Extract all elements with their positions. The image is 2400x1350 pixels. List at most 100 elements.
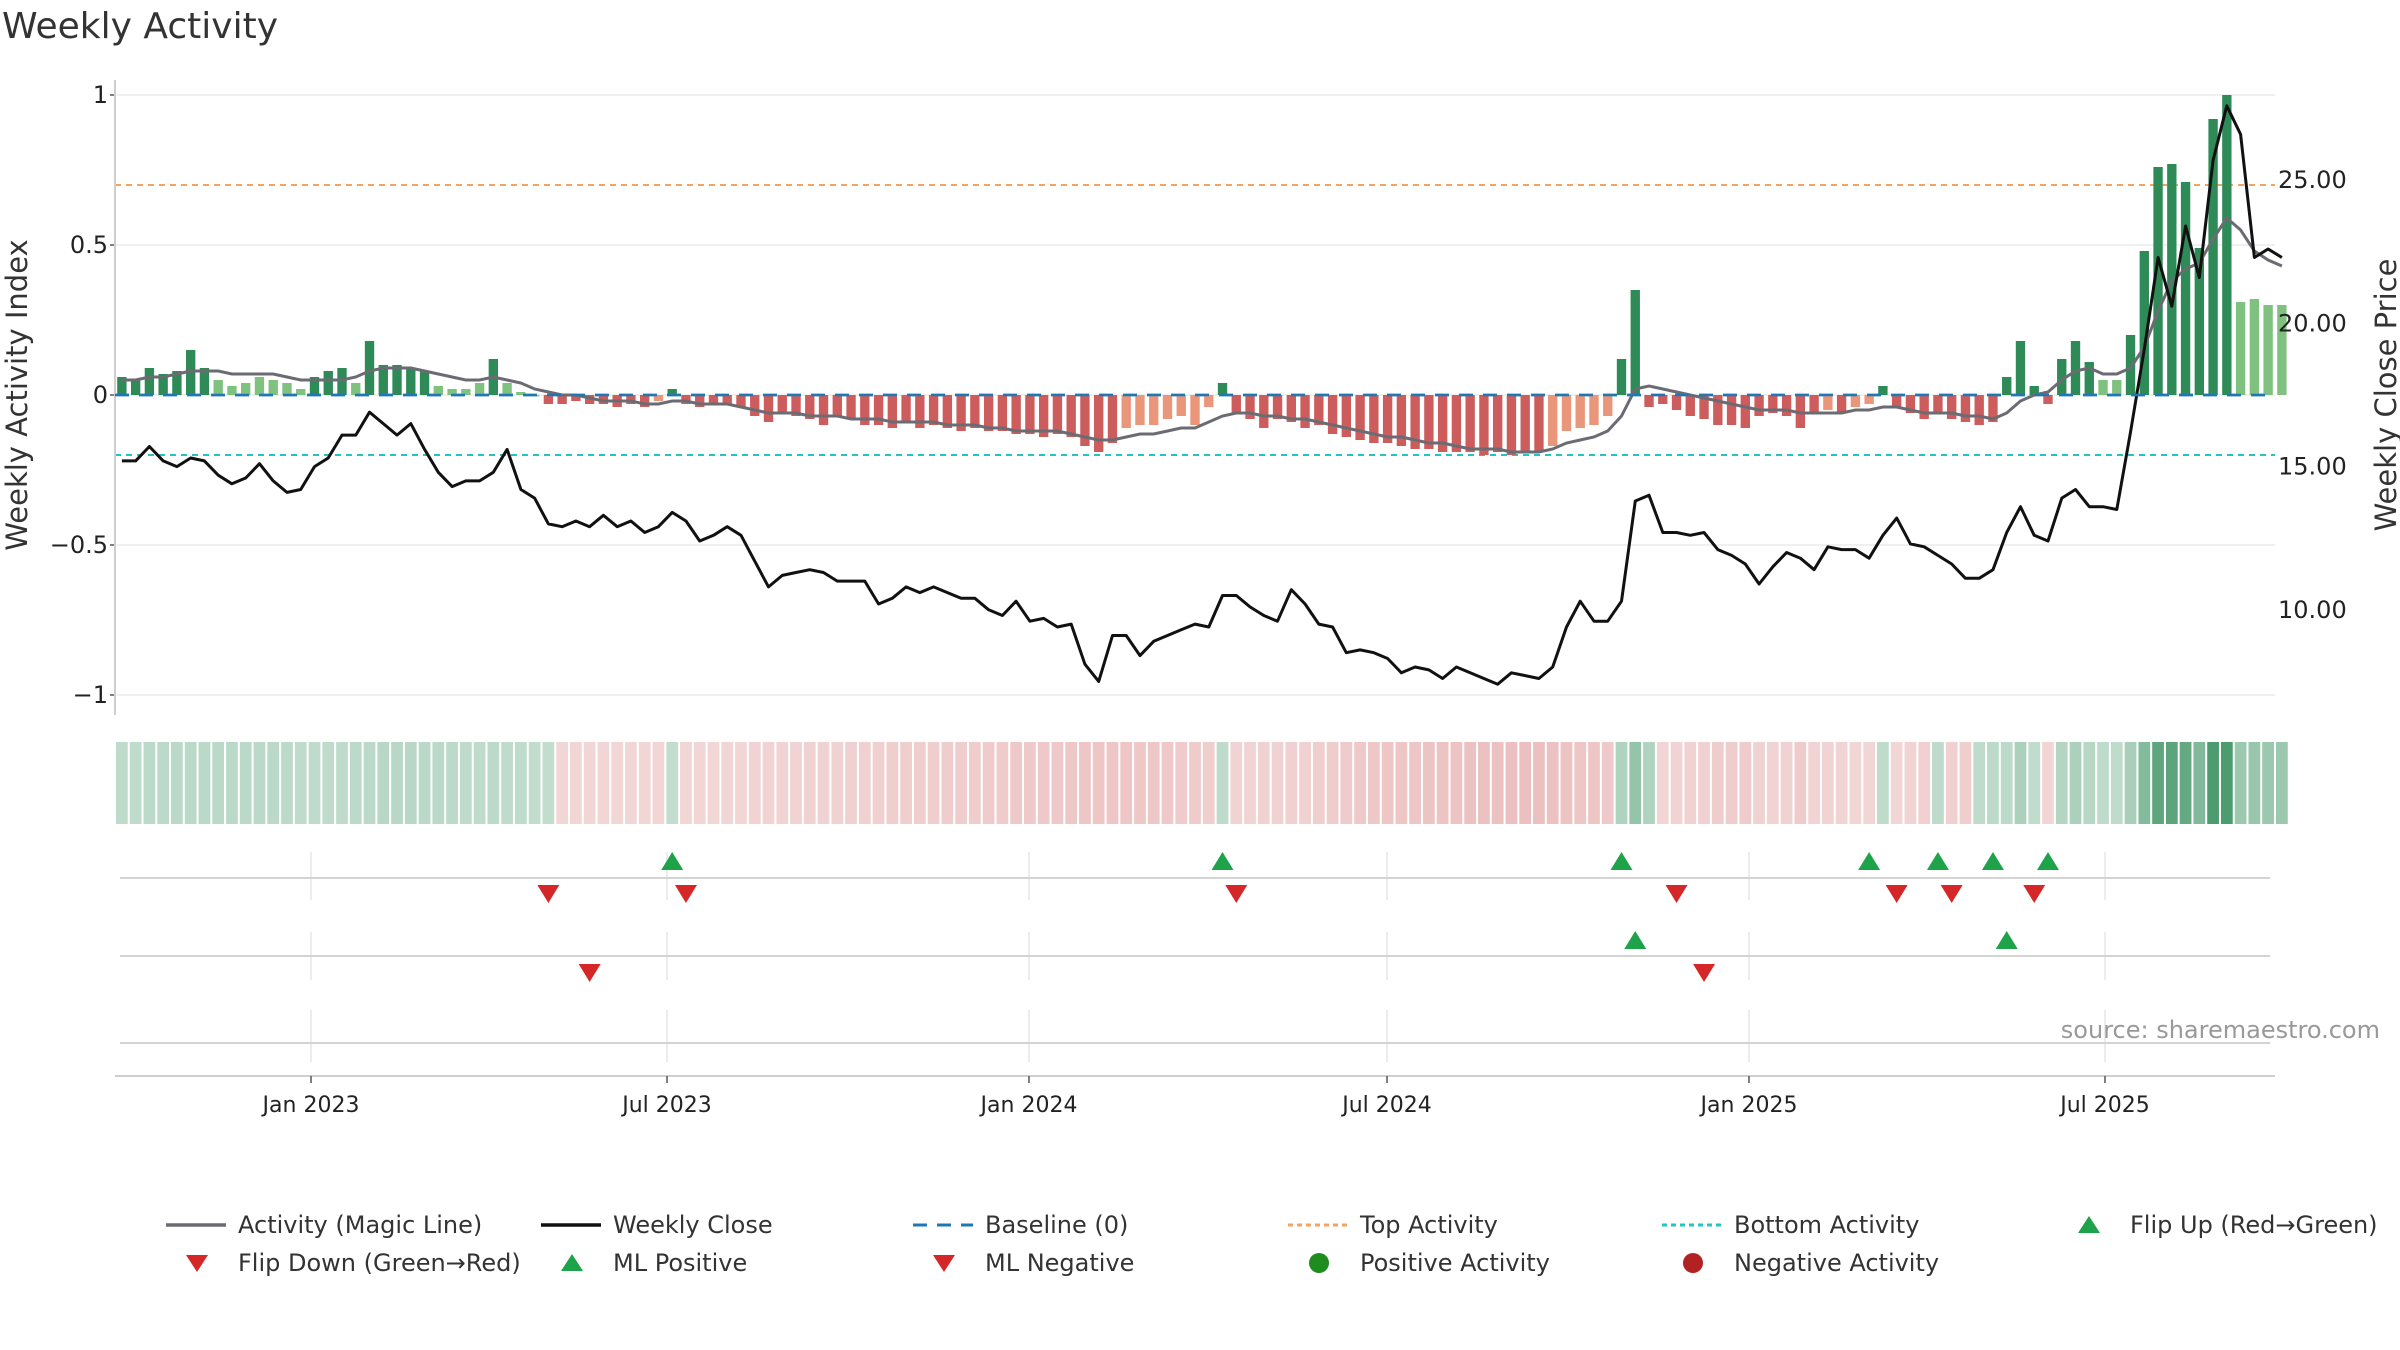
band-cell <box>157 742 170 824</box>
activity-bar <box>1781 395 1792 416</box>
legend-label: Flip Down (Green→Red) <box>238 1249 521 1277</box>
activity-bar <box>351 383 361 395</box>
legend-label: Bottom Activity <box>1734 1211 1919 1239</box>
band-cell <box>1134 742 1146 824</box>
activity-bar <box>1671 395 1682 410</box>
band-cell <box>267 742 280 824</box>
legend-item: Activity (Magic Line) <box>166 1211 482 1239</box>
y-tick-label: 1 <box>93 81 108 109</box>
band-cell <box>1794 742 1807 824</box>
activity-bar <box>970 395 980 428</box>
activity-bar <box>777 395 787 413</box>
band-cell <box>2262 742 2274 824</box>
band-cell <box>652 742 665 824</box>
band-cell <box>1450 742 1463 824</box>
flip-up-marker <box>1211 852 1234 870</box>
band-cell <box>446 742 458 824</box>
legend-item: Flip Up (Red→Green) <box>2078 1211 2378 1239</box>
activity-bar <box>1272 395 1283 419</box>
activity-bar <box>1369 395 1379 443</box>
band-cell <box>913 742 926 824</box>
activity-bar <box>2084 362 2094 395</box>
band-cell <box>1312 742 1325 824</box>
activity-bar <box>1740 395 1750 428</box>
band-cell <box>1711 742 1724 824</box>
activity-bar <box>2125 335 2136 395</box>
band-cell <box>501 742 513 824</box>
activity-bar <box>1561 395 1572 431</box>
activity-bar <box>2180 182 2191 395</box>
band-cell <box>1244 742 1256 824</box>
band-cell <box>2014 742 2027 824</box>
y-tick-label: 0.5 <box>70 231 108 259</box>
activity-bar <box>2139 251 2149 395</box>
band-cell <box>570 742 582 824</box>
band-cell <box>473 742 486 824</box>
band-cell <box>2124 742 2137 824</box>
legend-item: ML Positive <box>561 1249 747 1277</box>
band-cell <box>790 742 802 824</box>
band-cell <box>1010 742 1023 824</box>
band-cell <box>611 742 624 824</box>
activity-bar <box>1080 395 1090 446</box>
y-tick-label: −0.5 <box>50 531 108 559</box>
band-cell <box>1877 742 1889 824</box>
band-cell <box>1656 742 1669 824</box>
activity-bar <box>1066 395 1076 437</box>
activity-bar <box>1713 395 1723 425</box>
band-cell <box>1189 742 1201 824</box>
activity-bar <box>1231 395 1241 413</box>
activity-bar <box>1699 395 1709 419</box>
band-cell <box>638 742 651 824</box>
legend: Activity (Magic Line) Weekly Close Baselin… <box>166 1211 2378 1277</box>
activity-bar <box>1823 395 1833 410</box>
band-cell <box>1684 742 1697 824</box>
activity-bar <box>282 383 292 395</box>
y-tick-label: 0 <box>93 381 108 409</box>
band-cell <box>1423 742 1435 824</box>
band-cell <box>872 742 885 824</box>
activity-bar <box>763 395 774 422</box>
band-cell <box>1739 742 1752 824</box>
activity-bar <box>557 395 567 404</box>
flip-down-marker <box>1885 885 1908 903</box>
band-cell <box>1574 742 1587 824</box>
activity-bar <box>901 395 911 422</box>
y2-tick-label: 25.00 <box>2278 166 2347 194</box>
legend-item: Top Activity <box>1288 1211 1498 1239</box>
activity-bar <box>254 377 265 395</box>
band-cell <box>996 742 1009 824</box>
band-cell <box>762 742 775 824</box>
activity-bar <box>419 371 430 395</box>
activity-bar <box>2208 119 2218 395</box>
activity-bar <box>1094 395 1104 452</box>
activity-bar <box>1025 395 1035 434</box>
legend-label: Flip Up (Red→Green) <box>2130 1211 2378 1239</box>
band-cell <box>1945 742 1958 824</box>
band-cell <box>1519 742 1532 824</box>
activity-bar <box>1534 395 1544 452</box>
legend-item: Weekly Close <box>541 1211 773 1239</box>
activity-bar <box>172 371 182 395</box>
activity-bars <box>117 95 2287 455</box>
activity-bar <box>2015 341 2026 395</box>
band-cell <box>239 742 252 824</box>
band-cell <box>1464 742 1477 824</box>
activity-bar <box>1947 395 1957 419</box>
activity-bar <box>1520 395 1530 452</box>
band-cell <box>1863 742 1876 824</box>
band-cell <box>2110 742 2123 824</box>
band-cell <box>707 742 720 824</box>
band-cell <box>514 742 527 824</box>
band-cell <box>1147 742 1160 824</box>
activity-bar <box>1135 395 1145 425</box>
x-tick-label: Jan 2025 <box>1699 1093 1798 1118</box>
activity-bar <box>1726 395 1737 425</box>
activity-bar <box>2098 380 2108 395</box>
x-tick-label: Jan 2024 <box>979 1093 1078 1118</box>
band-cell <box>817 742 830 824</box>
activity-bar <box>1341 395 1352 437</box>
legend-label: Weekly Close <box>613 1211 773 1239</box>
legend-swatch <box>561 1254 583 1271</box>
activity-bar <box>887 395 898 428</box>
